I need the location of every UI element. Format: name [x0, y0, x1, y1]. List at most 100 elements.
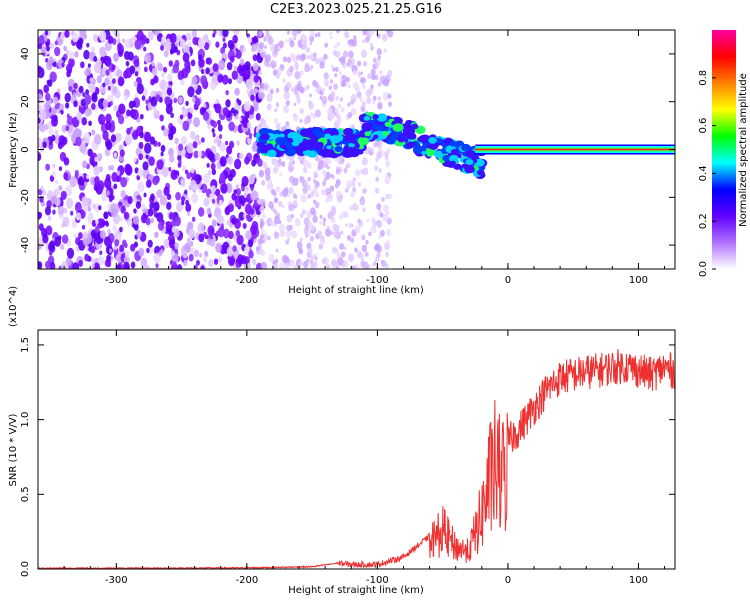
faint-blob — [364, 149, 369, 155]
noise-blob — [208, 259, 214, 268]
carrier-core — [475, 148, 675, 151]
noise-blob — [123, 50, 130, 60]
spectrogram-x-ticks: -300 -200 -100 0 100 — [37, 30, 666, 286]
faint-blob — [322, 256, 329, 266]
faint-blob — [345, 76, 350, 83]
faint-blob — [260, 261, 267, 269]
noise-blob — [124, 242, 128, 249]
noise-blob — [156, 159, 164, 170]
noise-blob — [166, 87, 173, 96]
noise-blob — [65, 125, 70, 132]
noise-blob — [49, 42, 54, 49]
noise-blob — [185, 100, 189, 107]
noise-blob — [247, 36, 253, 44]
noise-blob — [83, 49, 90, 60]
faint-blob — [319, 214, 323, 219]
noise-blob — [125, 60, 130, 67]
noise-blob — [65, 197, 74, 209]
faint-blob — [285, 262, 290, 269]
noise-blob — [202, 103, 207, 109]
faint-blob — [335, 66, 339, 72]
faint-blob — [365, 239, 369, 245]
faint-blob — [307, 194, 311, 199]
faint-blob — [319, 90, 323, 95]
faint-blob — [264, 55, 268, 60]
noise-blob — [148, 156, 155, 167]
noise-blob — [97, 180, 105, 192]
noise-blob — [86, 42, 90, 48]
faint-blob — [362, 30, 367, 36]
faint-blob — [295, 218, 301, 227]
noise-blob — [133, 80, 138, 88]
noise-blob — [93, 262, 101, 269]
faint-blob — [322, 222, 326, 227]
faint-blob — [361, 49, 368, 59]
snr-y-tick-label: 0.0 — [20, 561, 31, 577]
signal-blob — [412, 145, 424, 154]
faint-blob — [313, 170, 317, 176]
noise-blob — [242, 47, 247, 53]
noise-blob — [48, 128, 54, 135]
faint-blob — [339, 97, 343, 102]
noise-blob — [155, 94, 161, 102]
faint-blob — [362, 39, 365, 44]
noise-blob — [99, 46, 106, 57]
noise-blob — [219, 156, 227, 167]
signal-blob — [357, 136, 369, 146]
noise-blob — [99, 250, 103, 256]
colorbar-gradient — [712, 30, 736, 269]
snr-x-tick-label: -300 — [105, 575, 128, 586]
noise-blob — [168, 154, 175, 163]
noise-blob — [139, 131, 144, 139]
noise-blob — [130, 261, 136, 269]
faint-blob — [333, 83, 338, 90]
faint-blob — [266, 103, 272, 111]
noise-blob — [177, 70, 185, 81]
noise-blob — [166, 201, 172, 211]
noise-blob — [232, 35, 238, 44]
noise-blob — [241, 176, 249, 187]
noise-blob — [212, 120, 218, 129]
noise-blob — [164, 41, 172, 52]
noise-blob — [75, 39, 83, 49]
noise-blob — [158, 30, 162, 34]
noise-blob — [248, 250, 254, 259]
faint-blob — [262, 37, 267, 43]
signal-blob — [450, 149, 459, 155]
noise-blob — [235, 229, 240, 237]
faint-blob — [358, 220, 364, 228]
noise-blob — [105, 113, 112, 124]
noise-blob — [168, 212, 175, 220]
faint-blob — [361, 234, 366, 241]
faint-blob — [324, 81, 329, 88]
noise-blob — [75, 136, 82, 147]
noise-blob — [77, 176, 84, 186]
noise-blob — [41, 189, 47, 196]
noise-blob — [213, 258, 219, 265]
noise-blob — [240, 255, 247, 265]
noise-blob — [227, 78, 233, 85]
noise-blob — [129, 65, 136, 74]
faint-blob — [385, 30, 390, 34]
faint-blob — [273, 215, 280, 225]
signal-blob — [329, 135, 341, 144]
noise-blob — [63, 207, 68, 214]
faint-blob — [357, 251, 362, 258]
noise-blob — [51, 195, 58, 204]
noise-blob — [236, 74, 244, 84]
noise-blob — [191, 75, 198, 85]
faint-blob — [309, 30, 315, 37]
noise-blob — [61, 261, 68, 269]
faint-blob — [374, 165, 379, 171]
noise-blob — [52, 209, 56, 215]
noise-blob — [157, 141, 161, 147]
noise-blob — [116, 170, 121, 176]
faint-blob — [362, 207, 366, 213]
noise-blob — [145, 264, 150, 269]
faint-blob — [349, 39, 354, 46]
noise-blob — [153, 252, 161, 264]
noise-blob — [233, 111, 237, 117]
noise-blob — [246, 89, 250, 95]
noise-blob — [236, 140, 240, 146]
noise-blob — [54, 236, 62, 247]
